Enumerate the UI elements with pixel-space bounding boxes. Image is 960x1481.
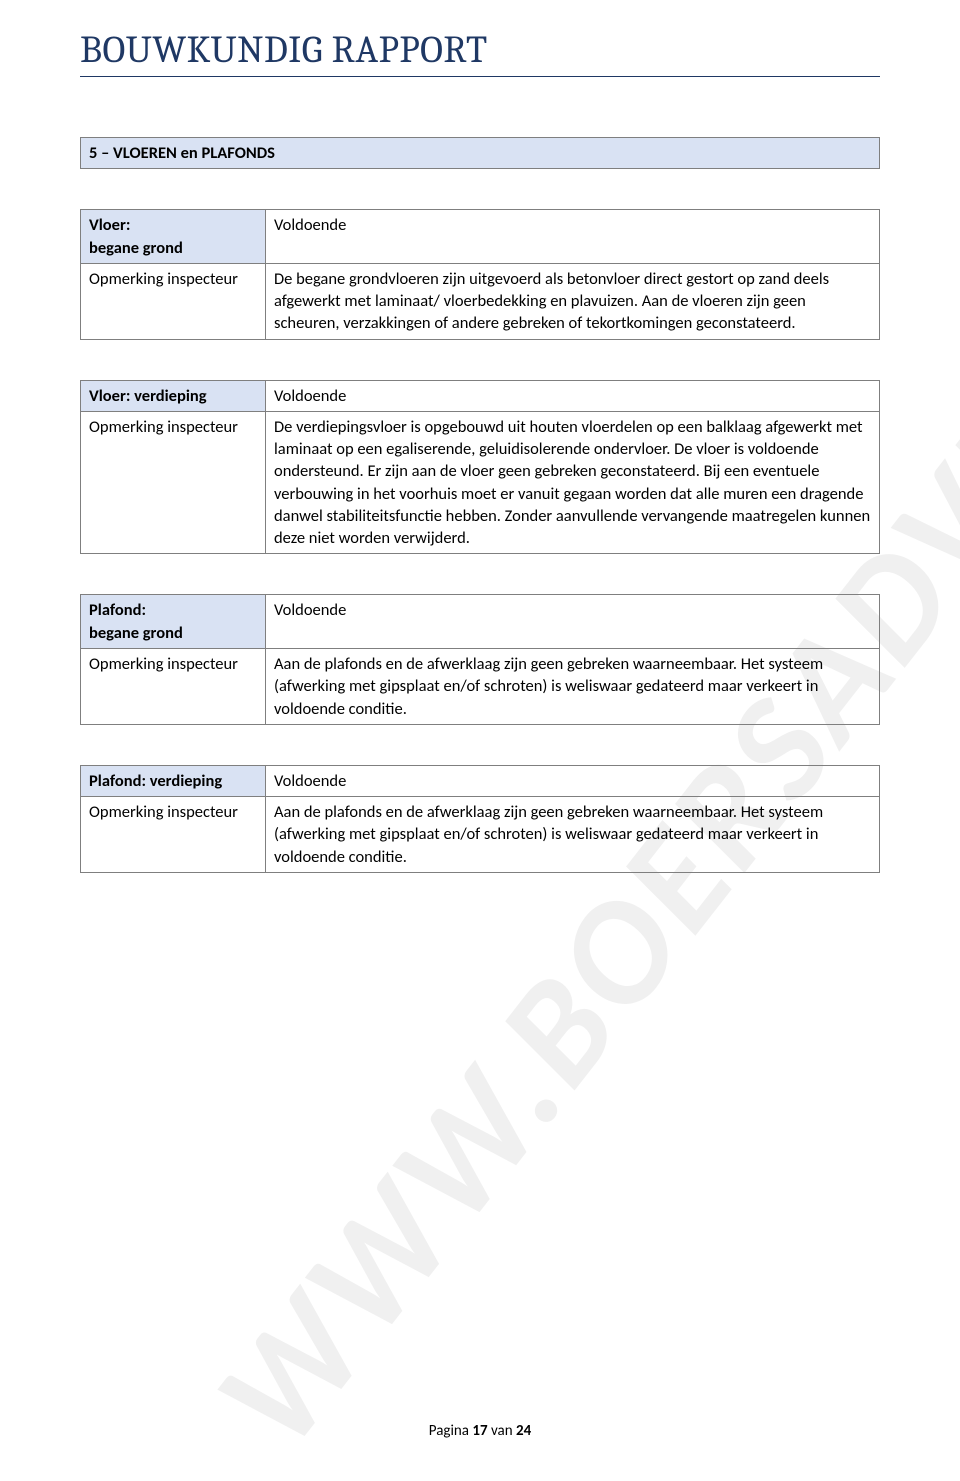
footer-page-total: 24 bbox=[516, 1422, 531, 1440]
block-status: Voldoende bbox=[266, 210, 880, 264]
block-vloer-verdieping: Vloer: verdieping Voldoende Opmerking in… bbox=[80, 380, 880, 555]
block-status: Voldoende bbox=[266, 765, 880, 796]
block-label: Plafond: verdieping bbox=[81, 765, 266, 796]
block-status: Voldoende bbox=[266, 595, 880, 649]
footer-page-num: 17 bbox=[472, 1422, 487, 1440]
block-sublabel-spacer bbox=[81, 523, 266, 554]
block-text: Aan de plafonds en de afwerklaag zijn ge… bbox=[266, 797, 880, 873]
block-vloer-begane-grond: Vloer: begane grond Voldoende Opmerking … bbox=[80, 209, 880, 339]
block-text: De begane grondvloeren zijn uitgevoerd a… bbox=[266, 263, 880, 339]
block-sublabel: Opmerking inspecteur bbox=[81, 411, 266, 523]
page-content: BOUWKUNDIG RAPPORT 5 – VLOEREN en PLAFON… bbox=[0, 0, 960, 873]
block-plafond-verdieping: Plafond: verdieping Voldoende Opmerking … bbox=[80, 765, 880, 873]
block-label: Vloer: verdieping bbox=[81, 380, 266, 411]
block-sublabel: Opmerking inspecteur bbox=[81, 797, 266, 873]
block-status: Voldoende bbox=[266, 380, 880, 411]
block-text: Aan de plafonds en de afwerklaag zijn ge… bbox=[266, 648, 880, 724]
block-sublabel: Opmerking inspecteur bbox=[81, 263, 266, 339]
section-title-table: 5 – VLOEREN en PLAFONDS bbox=[80, 137, 880, 169]
footer-middle: van bbox=[488, 1422, 516, 1440]
block-plafond-begane-grond: Plafond: begane grond Voldoende Opmerkin… bbox=[80, 594, 880, 724]
block-label: Plafond: begane grond bbox=[81, 595, 266, 649]
block-sublabel: Opmerking inspecteur bbox=[81, 648, 266, 724]
document-title: BOUWKUNDIG RAPPORT bbox=[80, 28, 880, 77]
section-title: 5 – VLOEREN en PLAFONDS bbox=[81, 138, 880, 169]
block-text: De verdiepingsvloer is opgebouwd uit hou… bbox=[266, 411, 880, 554]
block-label: Vloer: begane grond bbox=[81, 210, 266, 264]
page-footer: Pagina 17 van 24 bbox=[0, 1422, 960, 1440]
footer-prefix: Pagina bbox=[429, 1422, 473, 1440]
